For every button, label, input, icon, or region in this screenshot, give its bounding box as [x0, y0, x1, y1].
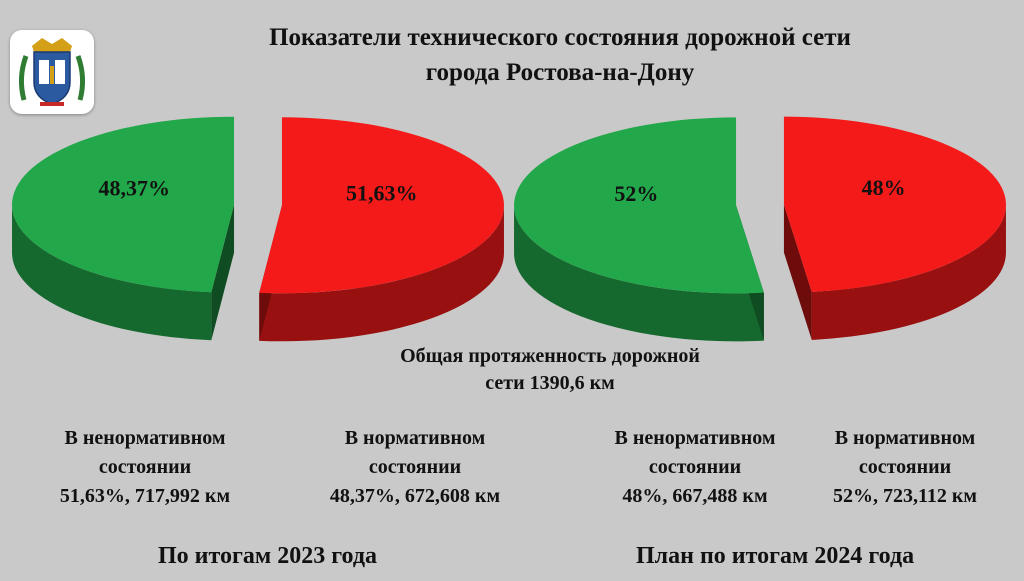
legend-value: 51,63%, 717,992 км — [59, 485, 231, 507]
legend-value: 52%, 723,112 км — [832, 485, 978, 507]
pie-slice: 51,63% — [259, 117, 504, 342]
title-line-2: города Ростова-на-Дону — [425, 59, 695, 86]
period-2024-label: План по итогам 2024 года — [636, 543, 915, 569]
pie-charts-canvas: 51,63% 48,37% 48% 52% — [12, 116, 1006, 342]
pie-slice-cut-face — [783, 204, 812, 340]
legend-2023-normative: В нормативном состоянии 48,37%, 672,608 … — [290, 424, 540, 511]
pie-slice-top — [783, 116, 1006, 292]
pie-data-label: 52% — [614, 181, 658, 206]
pie-slice: 48% — [783, 116, 1006, 340]
pie-slice-side — [811, 204, 1006, 340]
legend-line: состоянии — [648, 456, 742, 478]
total-line-1: Общая протяженность дорожной — [400, 345, 700, 367]
legend-line: состоянии — [858, 456, 952, 478]
total-line-2: сети 1390,6 км — [485, 372, 615, 394]
legend-value: 48%, 667,488 км — [622, 485, 768, 507]
pie-data-label: 48% — [862, 175, 906, 200]
title-line-1: Показатели технического состояния дорожн… — [269, 24, 851, 51]
legend-2024-normative: В нормативном состоянии 52%, 723,112 км — [790, 424, 1020, 511]
pie-slice-top — [12, 116, 235, 293]
legend-2023-non-normative: В ненормативном состоянии 51,63%, 717,99… — [20, 424, 270, 511]
pie-slice-side — [12, 204, 212, 341]
legend-value: 48,37%, 672,608 км — [329, 485, 501, 507]
pie-slice-side — [259, 205, 504, 342]
pie-slice: 48,37% — [12, 116, 235, 341]
period-2023-label: По итогам 2023 года — [158, 543, 377, 569]
legend-line: В ненормативном — [614, 427, 776, 449]
pie-slice: 52% — [514, 117, 764, 342]
legend-line: В нормативном — [834, 427, 976, 449]
legend-line: В ненормативном — [64, 427, 226, 449]
pie-data-label: 51,63% — [346, 180, 418, 205]
pie-slice-cut-face — [211, 204, 235, 341]
pie-slice-side — [514, 205, 764, 342]
pie-slice-top — [514, 117, 764, 294]
pie-data-label: 48,37% — [99, 176, 171, 201]
legend-line: состоянии — [98, 456, 192, 478]
pie-slice-top — [259, 117, 504, 294]
legend-line: В нормативном — [344, 427, 486, 449]
city-coat-of-arms-logo — [10, 30, 94, 114]
legend-line: состоянии — [368, 456, 462, 478]
legend-2024-non-normative: В ненормативном состоянии 48%, 667,488 к… — [570, 424, 820, 511]
coat-of-arms-icon — [18, 38, 86, 106]
total-length-caption: Общая протяженность дорожной сети 1390,6… — [310, 343, 790, 397]
page-title: Показатели технического состояния дорожн… — [140, 20, 980, 90]
